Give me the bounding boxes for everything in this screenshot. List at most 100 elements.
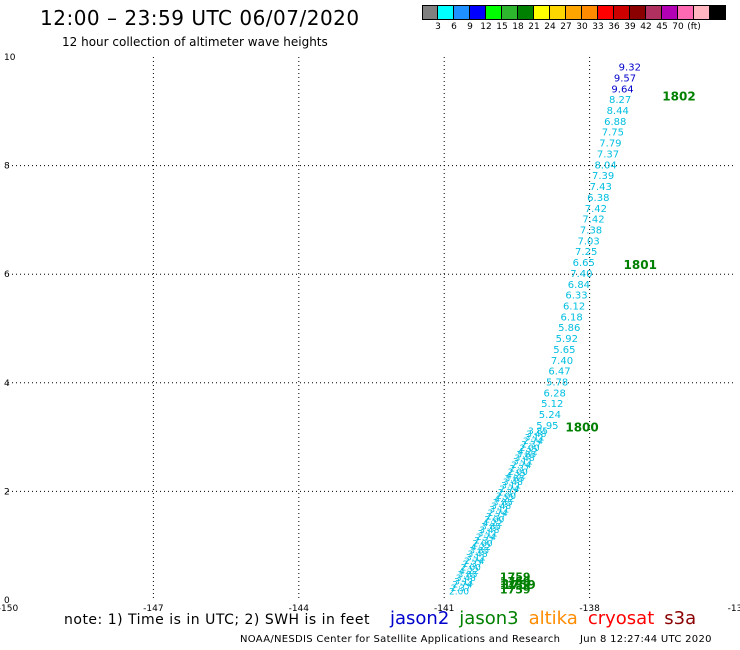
color-swatch [422, 5, 438, 20]
track-data-label: 3.85 [493, 499, 513, 509]
satellite-legend: jason2 jason3 altika cryosat s3a [390, 608, 706, 629]
track-data-label: 3.11 [478, 529, 498, 539]
color-swatch [454, 5, 470, 20]
y-tick-label: 8 [4, 162, 10, 172]
legend-cryosat: cryosat [587, 608, 655, 629]
track-data-label: 2.74 [523, 437, 543, 447]
color-swatch [598, 5, 614, 20]
track-data-label: 2.37 [451, 584, 471, 594]
color-swatch [550, 5, 566, 20]
track-data-label: 2.00 [496, 492, 516, 502]
color-bar-label: 12 [480, 22, 492, 32]
color-bar-label: 39 [624, 22, 636, 32]
data-point-label: 7.75 [602, 128, 624, 139]
track-data-label: 3.48 [479, 526, 499, 536]
x-tick-label: -141 [434, 604, 454, 614]
chart-subtitle: 12 hour collection of altimeter wave hei… [62, 35, 328, 49]
track-data-label: 4.22 [518, 447, 538, 457]
track-data-label: 3.85 [516, 451, 536, 461]
y-tick-label: 6 [4, 270, 10, 280]
track-data-label: 3.48 [456, 574, 476, 584]
time-label-stacked: 1759 [500, 583, 531, 596]
data-point-label: 5.78 [546, 378, 568, 389]
data-point-label: 6.33 [565, 291, 587, 302]
time-label: 1759 [502, 578, 535, 592]
track-data-label: 4.22 [471, 543, 491, 553]
track-data-label: 3.11 [525, 434, 545, 444]
color-swatch [678, 5, 694, 20]
data-point-label: 7.38 [580, 225, 602, 236]
track-data-label: 3.48 [503, 478, 523, 488]
track-data-label: 3.48 [491, 502, 511, 512]
track-data-label: 3.85 [504, 475, 524, 485]
track-data-label: 4.22 [506, 471, 526, 481]
color-bar-label: 33 [592, 22, 604, 32]
color-swatch [646, 5, 662, 20]
legend-s3a: s3a [664, 608, 697, 629]
color-bar-label: 18 [512, 22, 524, 32]
color-swatch [694, 5, 710, 20]
generation-timestamp: Jun 8 12:27:44 UTC 2020 [580, 634, 712, 645]
data-point-label: 9.57 [614, 73, 636, 84]
data-point-label: 6.84 [568, 280, 590, 291]
y-tick-label: 10 [4, 53, 16, 63]
chart-title: 12:00 – 23:59 UTC 06/07/2020 [40, 6, 360, 30]
y-tick-label: 4 [4, 379, 10, 389]
color-bar-label: 70 [672, 22, 684, 32]
footer-note: note: 1) Time is in UTC; 2) SWH is in fe… [64, 612, 371, 628]
track-data-label: 3.85 [481, 523, 501, 533]
time-label-stacked: 1759 [500, 579, 531, 592]
x-tick-label: -144 [289, 604, 310, 614]
track-data-label: 3.11 [454, 577, 474, 587]
color-bar-label: 21 [528, 22, 540, 32]
color-bar-label: 27 [560, 22, 572, 32]
track-data-label: 2.00 [473, 540, 493, 550]
color-swatch [630, 5, 646, 20]
track-data-label: 2.74 [464, 557, 484, 567]
track-data-label: 2.00 [508, 468, 528, 478]
data-point-label: 7.39 [592, 171, 614, 182]
color-swatch [534, 5, 550, 20]
track-data-label: 2.37 [462, 560, 482, 570]
track-data-label: 4.22 [459, 567, 479, 577]
color-swatch [502, 5, 518, 20]
time-label-stacked: 1759 [500, 575, 531, 588]
track-data-label: 3.11 [489, 505, 509, 515]
color-bar-label: 6 [451, 22, 457, 32]
time-label: 1801 [624, 258, 657, 272]
track-data-label: 2.37 [521, 440, 541, 450]
data-point-label: 9.64 [611, 84, 633, 95]
color-bar-label: 45 [656, 22, 668, 32]
color-bar-label: 3 [435, 22, 441, 32]
color-bar-label: 24 [544, 22, 556, 32]
data-point-label: 7.42 [582, 215, 604, 226]
track-data-label: 2.37 [498, 488, 518, 498]
track-data-label: 3.11 [466, 553, 486, 563]
x-tick-label: -138 [579, 604, 600, 614]
track-data-label: 2.74 [499, 485, 519, 495]
legend-altika: altika [528, 608, 578, 629]
color-swatch [470, 5, 486, 20]
track-data-label: 3.85 [469, 547, 489, 557]
track-data-label: 3.85 [528, 427, 548, 437]
data-point-label: 7.37 [597, 149, 619, 160]
track-data-label: 3.48 [526, 430, 546, 440]
data-point-label: 7.43 [590, 182, 612, 193]
track-data-label: 3.85 [457, 570, 477, 580]
track-data-label: 2.00 [484, 516, 504, 526]
data-point-label: 7.25 [575, 247, 597, 258]
track-data-label: 2.74 [452, 581, 472, 591]
data-point-label: 6.28 [544, 388, 566, 399]
time-label: 1800 [565, 421, 598, 435]
track-data-label: 2.74 [476, 533, 496, 543]
track-data-label: 2.37 [474, 536, 494, 546]
color-bar-label: 42 [640, 22, 652, 32]
track-data-label: 3.11 [513, 458, 533, 468]
data-point-label: 9.32 [619, 63, 641, 74]
color-bar-label: 15 [496, 22, 508, 32]
data-point-label: 5.95 [536, 421, 558, 432]
x-tick-label: -13 [728, 604, 740, 614]
data-point-label: 6.47 [548, 367, 570, 378]
y-tick-label: 0 [4, 596, 10, 606]
